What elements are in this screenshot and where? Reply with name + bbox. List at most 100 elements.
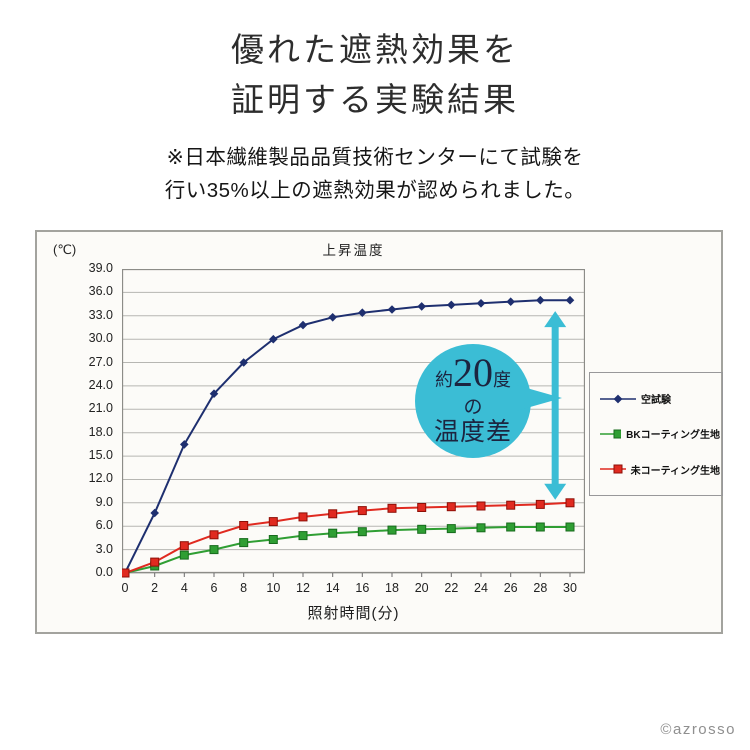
data-point — [150, 557, 160, 567]
x-tick-label: 16 — [355, 581, 370, 595]
data-point — [298, 512, 308, 522]
temperature-chart: (℃) 上昇温度 39.0 36.0 33.0 30.0 27.0 24.0 21.0 18.… — [35, 230, 723, 634]
data-point — [506, 522, 516, 532]
y-tick-label: 21.0 — [88, 401, 113, 416]
data-point — [269, 334, 278, 344]
data-point — [387, 503, 397, 513]
note-text: ※日本繊維製品品質技術センターにて試験を 行い35%以上の遮熱効果が認められまし… — [0, 141, 750, 207]
callout-number: 20 — [453, 349, 493, 395]
x-tick-label: 18 — [385, 581, 399, 595]
data-point — [179, 550, 189, 560]
data-point — [446, 502, 456, 512]
data-point — [535, 499, 545, 509]
y-tick-label: 39.0 — [88, 261, 113, 275]
data-point — [506, 297, 515, 306]
legend-label: BKコーティング生地 — [626, 430, 720, 442]
y-tick-label: 12.0 — [88, 471, 113, 486]
x-tick-label: 14 — [325, 581, 340, 595]
data-point — [476, 501, 486, 511]
x-tick-label: 4 — [180, 581, 188, 595]
y-tick-label: 0.0 — [95, 565, 113, 579]
y-tick-label: 9.0 — [95, 494, 113, 509]
chart-title: 上昇温度 — [322, 243, 385, 258]
page-title-line2: 証明する実験結果 — [231, 83, 519, 119]
x-tick-label: 10 — [266, 581, 281, 595]
y-tick-label: 15.0 — [88, 448, 113, 463]
series-line-2 — [124, 501, 571, 574]
x-tick-label: 30 — [563, 581, 577, 595]
callout-line2: の — [463, 396, 483, 418]
y-axis-unit-label: (℃) — [53, 242, 77, 257]
data-point — [209, 530, 219, 540]
data-point — [536, 295, 545, 305]
data-point — [209, 545, 219, 555]
plot-border — [121, 268, 586, 574]
x-tick-label: 22 — [444, 581, 459, 595]
series-line-0 — [124, 299, 570, 574]
data-point — [328, 313, 337, 322]
data-point — [565, 295, 575, 305]
data-point — [298, 320, 308, 330]
y-tick-label: 24.0 — [88, 377, 113, 392]
x-tick-label: 12 — [296, 581, 310, 595]
y-tick-label: 30.0 — [88, 331, 113, 346]
data-point — [535, 522, 545, 532]
x-tick-label: 0 — [121, 581, 129, 595]
data-point — [209, 389, 219, 398]
data-point — [328, 509, 338, 519]
callout-prefix: 約 — [435, 369, 453, 390]
x-tick-label: 28 — [533, 581, 548, 595]
series-line-1 — [124, 526, 570, 574]
data-point — [506, 500, 516, 510]
legend-marker-icon — [600, 394, 636, 404]
callout-tail — [516, 385, 562, 411]
y-tick-label: 27.0 — [88, 354, 113, 369]
x-tick-label: 24 — [474, 581, 488, 595]
data-point — [180, 440, 189, 449]
legend-label: 空試験 — [641, 395, 671, 407]
legend-item-1: BKコーティング生地 — [600, 426, 720, 441]
y-tick-label: 6.0 — [95, 518, 113, 533]
data-point — [476, 523, 486, 533]
legend-item-2: 未コーティング生地 — [600, 462, 720, 477]
data-point — [357, 527, 367, 537]
note-line1: ※日本繊維製品品質技術センターにて試験を — [166, 146, 584, 169]
data-point — [387, 525, 397, 535]
chart-legend: 空試験 BKコーティング生地 未コーティング生地 — [589, 372, 723, 496]
copyright-text: ©azrosso — [660, 721, 736, 738]
data-point — [239, 521, 249, 530]
data-point — [239, 538, 249, 548]
data-point — [446, 524, 456, 534]
legend-item-0: 空試験 — [600, 391, 720, 406]
data-point — [565, 498, 575, 508]
data-point — [417, 503, 427, 512]
data-point — [358, 308, 367, 317]
data-point — [328, 528, 338, 538]
data-point — [268, 517, 278, 527]
y-tick-label: 3.0 — [95, 541, 113, 556]
data-point — [417, 302, 426, 311]
legend-marker-icon — [600, 429, 622, 439]
data-point — [150, 508, 159, 518]
temperature-difference-callout: 約20度 の 温度差 — [415, 344, 562, 458]
note-line2: 行い35%以上の遮熱効果が認められました。 — [164, 179, 586, 202]
legend-label: 未コーティング生地 — [630, 465, 720, 477]
y-tick-label: 36.0 — [88, 284, 113, 299]
x-tick-label: 6 — [210, 581, 218, 595]
data-point — [387, 305, 397, 314]
data-point — [179, 541, 189, 551]
callout-suffix: 度 — [493, 369, 511, 390]
y-tick-label: 33.0 — [88, 307, 113, 322]
callout-line1: 約20度 — [435, 352, 511, 398]
x-axis-label: 照射時間(分) — [307, 605, 400, 622]
x-tick-label: 26 — [503, 581, 518, 595]
data-point — [565, 522, 575, 532]
data-point — [268, 535, 278, 544]
data-point — [417, 524, 427, 534]
data-point — [298, 531, 308, 541]
x-tick-label: 8 — [240, 581, 248, 595]
callout-line3: 温度差 — [433, 418, 512, 446]
data-point — [447, 300, 456, 310]
x-tick-label: 2 — [151, 581, 159, 595]
